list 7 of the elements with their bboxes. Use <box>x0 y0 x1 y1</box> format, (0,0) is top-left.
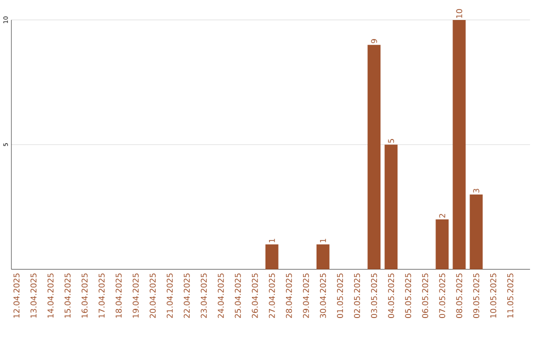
bar <box>368 44 381 270</box>
bar <box>316 244 330 270</box>
bar <box>384 144 398 270</box>
bar <box>470 194 483 270</box>
bar <box>265 244 278 270</box>
bar <box>452 20 466 270</box>
bar <box>436 219 449 270</box>
